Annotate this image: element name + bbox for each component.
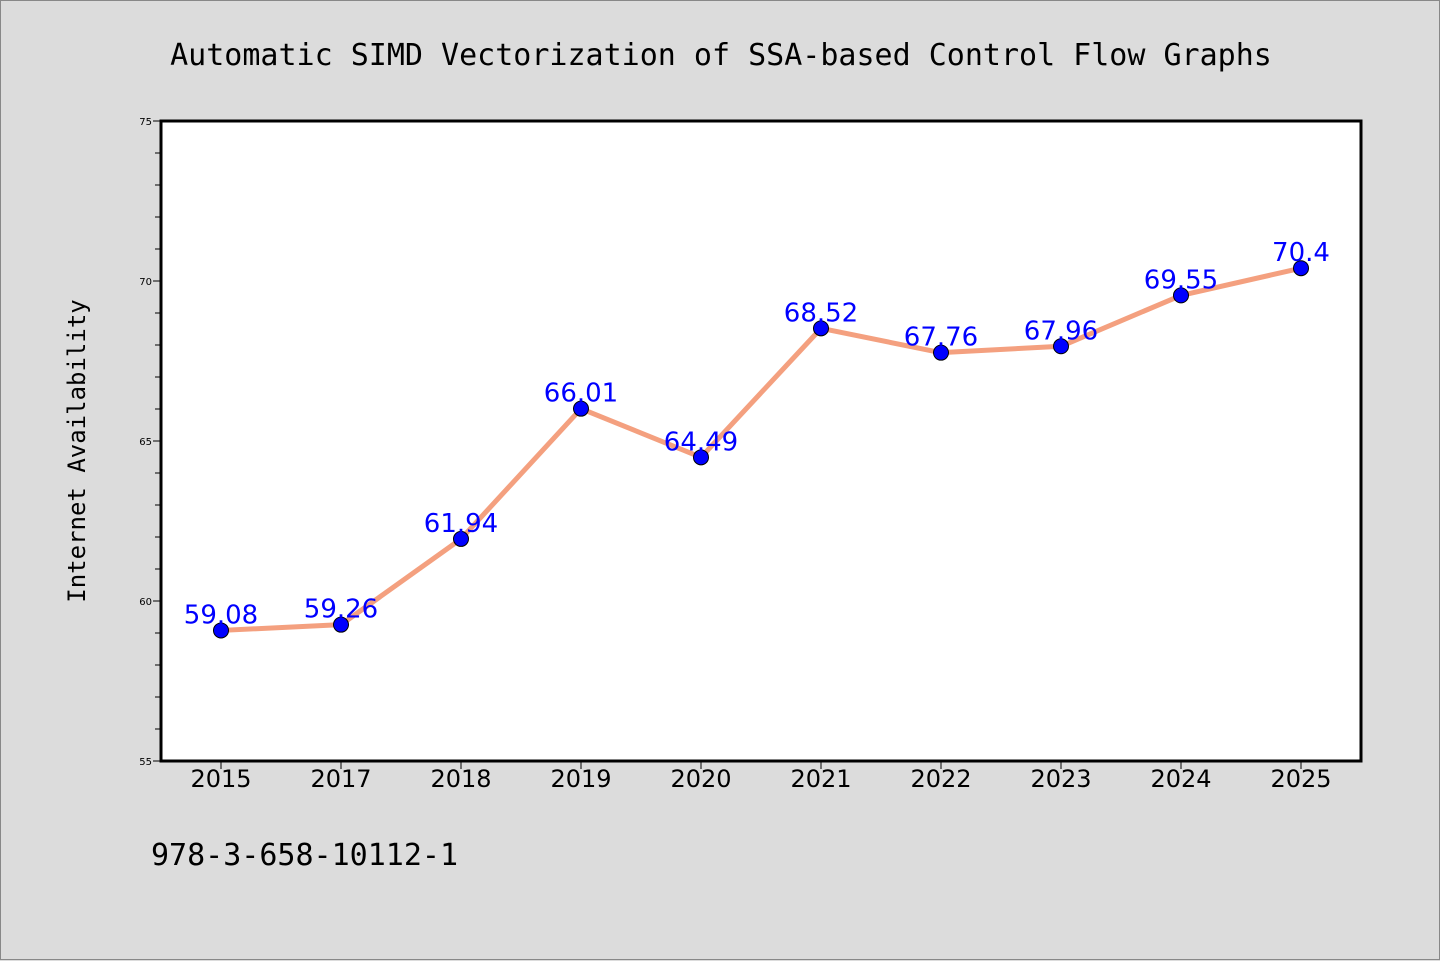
y-axis: 55 60 65 70 75 <box>139 117 161 768</box>
series-line <box>218 265 1304 633</box>
x-tick-label: 2018 <box>430 765 491 793</box>
data-point <box>693 449 709 466</box>
plot-area <box>159 119 1363 763</box>
y-tick-label: 65 <box>139 437 152 448</box>
data-label: 69.55 <box>1144 265 1218 295</box>
x-tick-label: 2022 <box>910 765 971 793</box>
x-axis: 2015 2017 2018 2019 2020 2021 2022 2023 2024 2025 <box>190 761 1332 793</box>
data-label: 64.49 <box>664 427 738 457</box>
data-label: 68.52 <box>784 298 858 328</box>
data-label: 67.96 <box>1024 316 1098 346</box>
y-tick-label: 55 <box>139 757 152 768</box>
data-label: 59.08 <box>184 600 258 630</box>
data-label: 59.26 <box>304 595 378 625</box>
data-point <box>933 344 949 361</box>
x-tick-label: 2023 <box>1030 765 1091 793</box>
x-tick-label: 2025 <box>1270 765 1331 793</box>
chart-title: Automatic SIMD Vectorization of SSA-base… <box>170 38 1272 73</box>
data-label: 66.01 <box>544 379 618 409</box>
data-point <box>453 530 469 547</box>
x-tick-label: 2020 <box>670 765 731 793</box>
x-tick-label: 2024 <box>1150 765 1211 793</box>
footer-isbn: 978-3-658-10112-1 <box>151 838 458 873</box>
data-label: 70.4 <box>1272 238 1330 268</box>
data-label: 67.76 <box>904 323 978 353</box>
x-tick-label: 2017 <box>310 765 371 793</box>
x-tick-label: 2021 <box>790 765 851 793</box>
y-tick-label: 60 <box>139 597 152 608</box>
x-tick-label: 2019 <box>550 765 611 793</box>
x-tick-label: 2015 <box>190 765 251 793</box>
data-point <box>1293 260 1309 277</box>
data-point <box>1053 338 1069 355</box>
data-point <box>813 320 829 337</box>
data-point <box>573 400 589 417</box>
data-point <box>333 616 349 633</box>
data-label: 61.94 <box>424 509 498 539</box>
y-tick-label: 75 <box>139 117 152 128</box>
data-point <box>213 622 229 639</box>
y-tick-label: 70 <box>139 277 152 288</box>
data-point <box>1173 287 1189 304</box>
y-axis-label: Internet Availability <box>63 299 91 602</box>
series-layer: 59.08 59.26 61.94 66.01 64.49 68.52 67.76 67.96… <box>184 238 1330 639</box>
